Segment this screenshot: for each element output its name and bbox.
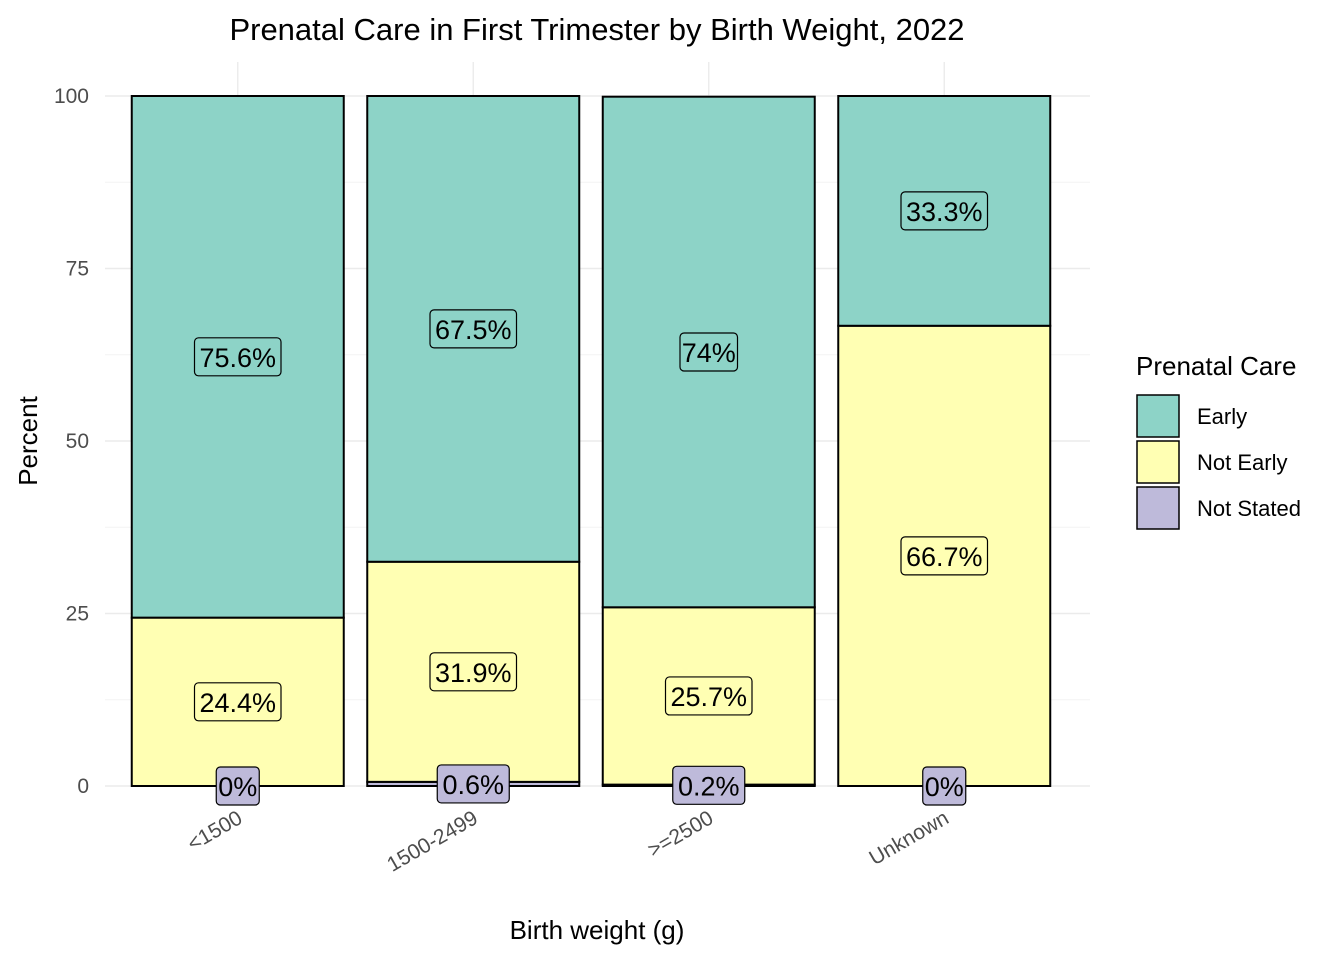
- data-label-box: [672, 765, 746, 805]
- data-label-box: [900, 191, 989, 231]
- y-axis-title: Percent: [13, 395, 43, 485]
- legend-label: Not Stated: [1197, 496, 1301, 521]
- data-label-text: 33.3%: [906, 197, 983, 227]
- data-label-box: [900, 536, 989, 576]
- x-tick-label-unknown: Unknown: [865, 806, 952, 870]
- data-label-box: [215, 766, 260, 806]
- data-label-not-stated-2500: 0.2%: [672, 765, 746, 805]
- y-axis-ticks: 0 25 50 75 100: [54, 85, 89, 798]
- data-label-not-early-unknown: 66.7%: [900, 536, 989, 576]
- data-label-text: 0.2%: [678, 771, 740, 801]
- data-label-early-2500: 74%: [679, 332, 739, 372]
- data-label-box: [664, 676, 753, 716]
- data-label-early-unknown: 33.3%: [900, 191, 989, 231]
- bars-layer: [130, 95, 1052, 788]
- data-label-box: [429, 652, 518, 692]
- data-label-text: 0%: [925, 772, 964, 802]
- data-label-text: 25.7%: [670, 682, 747, 712]
- data-label-early-1500-2499: 67.5%: [429, 309, 518, 349]
- legend-item-not-stated: Not Stated: [1136, 486, 1301, 530]
- legend-label: Not Early: [1197, 450, 1287, 475]
- data-label-text: 0%: [218, 772, 257, 802]
- data-label-early-1500: 75.6%: [193, 337, 282, 377]
- data-label-text: 74%: [682, 338, 736, 368]
- data-label-box: [436, 764, 510, 804]
- data-label-not-early-1500: 24.4%: [193, 682, 282, 722]
- legend-item-not-early: Not Early: [1136, 440, 1287, 484]
- y-tick-label: 50: [66, 430, 89, 453]
- data-label-text: 75.6%: [199, 343, 276, 373]
- data-label-box: [429, 309, 518, 349]
- data-label-text: 31.9%: [435, 658, 512, 688]
- data-label-box: [193, 337, 282, 377]
- legend-swatch: [1136, 486, 1180, 530]
- y-tick-label: 0: [77, 775, 89, 798]
- x-tick-label-1500: <1500: [184, 806, 247, 855]
- data-label-text: 67.5%: [435, 315, 512, 345]
- data-label-text: 24.4%: [199, 688, 276, 718]
- data-label-text: 0.6%: [442, 770, 504, 800]
- legend-swatch: [1136, 440, 1180, 484]
- y-tick-label: 25: [66, 603, 89, 626]
- y-tick-label: 100: [54, 85, 89, 108]
- y-tick-label: 75: [66, 258, 89, 281]
- chart-title: Prenatal Care in First Trimester by Birt…: [229, 12, 964, 47]
- data-label-not-stated-1500: 0%: [215, 766, 260, 806]
- x-tick-label-2500: >=2500: [644, 806, 717, 862]
- legend-swatch: [1136, 394, 1180, 438]
- data-label-not-early-1500-2499: 31.9%: [429, 652, 518, 692]
- x-tick-label-1500-2499: 1500-2499: [383, 806, 481, 876]
- x-axis-title: Birth weight (g): [510, 915, 685, 945]
- legend-label: Early: [1197, 404, 1247, 429]
- legend-title: Prenatal Care: [1136, 351, 1296, 381]
- data-label-not-stated-unknown: 0%: [922, 766, 967, 806]
- legend: Prenatal Care Early Not Early Not Stated: [1136, 351, 1301, 530]
- data-labels-layer: 0% 24.4% 75.6% 0.6% 31.9% 67.5% 0.2% 25.7% 74% 0%…: [193, 191, 989, 806]
- data-label-not-early-2500: 25.7%: [664, 676, 753, 716]
- data-label-box: [679, 332, 739, 372]
- data-label-text: 66.7%: [906, 542, 983, 572]
- legend-items: Early Not Early Not Stated: [1136, 394, 1301, 530]
- data-label-not-stated-1500-2499: 0.6%: [436, 764, 510, 804]
- x-axis-ticks: <1500 1500-2499 >=2500 Unknown: [184, 806, 953, 876]
- data-label-box: [193, 682, 282, 722]
- legend-item-early: Early: [1136, 394, 1247, 438]
- data-label-box: [922, 766, 967, 806]
